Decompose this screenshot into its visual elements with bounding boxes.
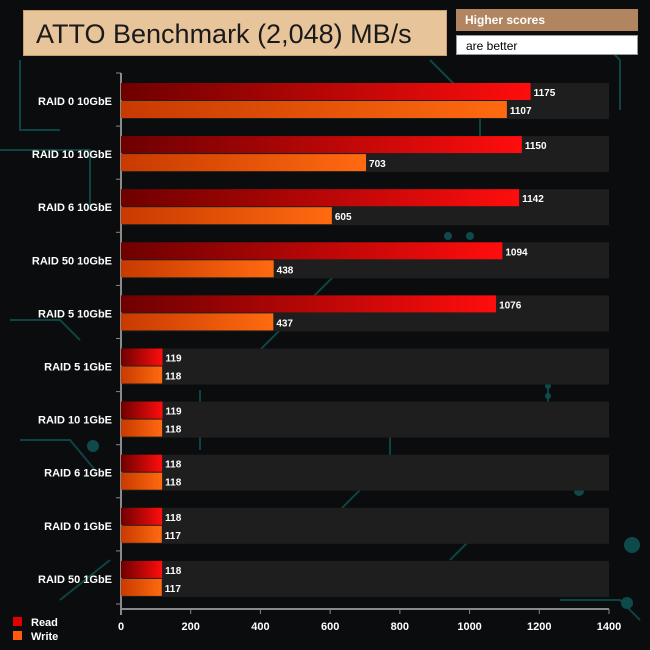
write-bar: [121, 260, 274, 278]
x-tick-label: 1200: [527, 621, 551, 633]
write-value-label: 118: [165, 425, 182, 436]
write-bar: [121, 525, 162, 543]
category-label: RAID 5 1GbE: [44, 362, 112, 374]
x-tick-label: 200: [182, 621, 200, 633]
category-band: [121, 454, 609, 491]
chart-title: ATTO Benchmark (2,048) MB/s: [23, 10, 447, 56]
category-band: [121, 560, 609, 597]
x-tick-label: 400: [251, 621, 269, 633]
read-value-label: 119: [165, 407, 182, 418]
read-value-label: 1150: [525, 141, 547, 152]
read-value-label: 119: [165, 354, 182, 365]
read-value-label: 1094: [505, 247, 528, 258]
note-are-better: are better: [456, 35, 638, 55]
legend-swatch-write: [13, 631, 22, 640]
write-value-label: 438: [277, 265, 294, 276]
read-value-label: 1142: [522, 194, 544, 205]
read-value-label: 118: [165, 513, 182, 524]
category-label: RAID 5 10GbE: [38, 308, 112, 320]
category-label: RAID 6 10GbE: [38, 202, 112, 214]
category-label: RAID 0 10GbE: [38, 96, 112, 108]
category-label: RAID 10 10GbE: [32, 149, 112, 161]
category-label: RAID 50 1GbE: [38, 574, 112, 586]
read-bar: [121, 507, 163, 525]
category-label: RAID 10 1GbE: [38, 415, 112, 427]
x-tick-label: 1000: [457, 621, 481, 633]
legend-swatch-read: [13, 617, 22, 626]
note-higher-scores: Higher scores: [456, 9, 638, 31]
category-band: [121, 401, 609, 438]
read-bar: [121, 189, 520, 207]
read-bar: [121, 348, 163, 366]
write-value-label: 117: [165, 584, 182, 595]
write-bar: [121, 101, 507, 118]
category-label: RAID 6 1GbE: [44, 468, 112, 480]
read-value-label: 1076: [499, 300, 522, 311]
read-bar: [121, 136, 522, 154]
write-value-label: 118: [165, 372, 182, 383]
read-bar: [121, 83, 531, 100]
write-value-label: 118: [165, 478, 182, 489]
read-bar: [121, 295, 497, 313]
write-bar: [121, 313, 274, 331]
write-bar: [121, 366, 163, 384]
category-label: RAID 50 10GbE: [32, 255, 112, 267]
write-bar: [121, 472, 163, 490]
read-bar: [121, 401, 163, 419]
x-tick-label: 0: [118, 621, 124, 633]
legend-write-label: Write: [31, 631, 58, 643]
category-label: RAID 0 1GbE: [44, 521, 112, 533]
write-bar: [121, 578, 162, 596]
x-tick-label: 800: [391, 621, 409, 633]
read-bar: [121, 560, 163, 578]
write-bar: [121, 207, 332, 225]
write-bar: [121, 419, 163, 437]
read-bar: [121, 454, 163, 472]
category-band: [121, 348, 609, 385]
read-value-label: 118: [165, 460, 182, 471]
write-value-label: 437: [276, 318, 293, 329]
x-tick-label: 600: [321, 621, 339, 633]
category-band: [121, 507, 609, 544]
write-value-label: 605: [335, 212, 352, 223]
read-value-label: 118: [165, 566, 182, 577]
legend-read-label: Read: [31, 617, 58, 629]
x-tick-label: 1400: [597, 621, 621, 633]
write-value-label: 703: [369, 159, 386, 170]
write-value-label: 117: [165, 531, 182, 542]
read-bar: [121, 242, 503, 260]
write-bar: [121, 154, 367, 172]
read-value-label: 1175: [534, 88, 556, 99]
write-value-label: 1107: [510, 106, 532, 117]
